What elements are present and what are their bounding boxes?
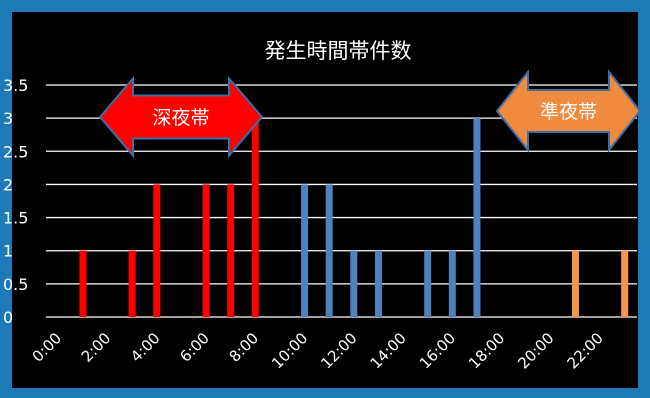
- y-tick-label: 0: [3, 308, 13, 327]
- y-axis-ticks: 0 0.5 1 1.5 2 2.5 3 3.5: [3, 76, 28, 327]
- y-tick-label: 3.5: [3, 76, 28, 95]
- x-tick-label: 8:00: [226, 329, 263, 366]
- bar: [128, 250, 136, 317]
- x-tick-label: 22:00: [564, 329, 607, 372]
- chart-area: [12, 12, 638, 388]
- bar: [448, 250, 456, 317]
- bar: [227, 184, 235, 317]
- x-tick-label: 14:00: [367, 329, 410, 372]
- callout-label: 深夜帯: [152, 107, 209, 129]
- x-tick-label: 2:00: [78, 329, 115, 366]
- y-tick-label: 2.5: [3, 142, 28, 161]
- x-tick-label: 4:00: [127, 329, 164, 366]
- x-tick-label: 20:00: [514, 329, 557, 372]
- callout-label: 準夜帯: [540, 101, 597, 123]
- bar: [79, 250, 87, 317]
- callout-arrow: [495, 69, 642, 153]
- x-tick-label: 6:00: [176, 329, 213, 366]
- bar: [251, 118, 259, 318]
- y-tick-label: 0.5: [3, 275, 28, 294]
- bar: [473, 118, 481, 318]
- bar: [153, 184, 161, 317]
- bar: [621, 250, 629, 317]
- bar: [374, 250, 382, 317]
- chart-title: 発生時間帯件数: [265, 39, 412, 63]
- callouts: 深夜帯 準夜帯: [98, 69, 642, 159]
- x-tick-label: 18:00: [465, 329, 508, 372]
- bar: [325, 184, 333, 317]
- x-axis-ticks: 0:00 2:00 4:00 6:00 8:00 10:00 12:00 14:00 16:00…: [29, 329, 607, 372]
- x-tick-label: 16:00: [416, 329, 459, 372]
- y-tick-label: 1: [3, 242, 13, 261]
- y-tick-label: 3: [3, 109, 13, 128]
- bar: [350, 250, 358, 317]
- x-tick-label: 10:00: [268, 329, 311, 372]
- bar: [301, 184, 309, 317]
- bars: [79, 118, 629, 318]
- bar: [424, 250, 432, 317]
- bar: [571, 250, 579, 317]
- bar: [202, 184, 210, 317]
- y-tick-label: 1.5: [3, 209, 28, 228]
- callout-arrow: [98, 75, 264, 159]
- y-tick-label: 2: [3, 175, 13, 194]
- x-tick-label: 0:00: [29, 329, 66, 366]
- x-tick-label: 12:00: [317, 329, 360, 372]
